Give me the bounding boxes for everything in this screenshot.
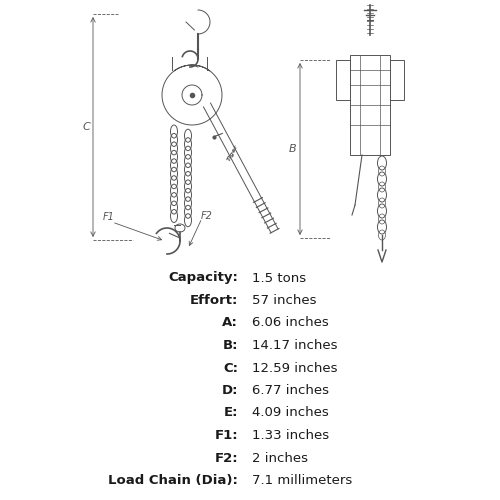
Text: C: C [82,122,90,132]
Text: 1.5 tons: 1.5 tons [252,272,306,284]
Text: A:: A: [222,316,238,330]
Text: 12.59 inches: 12.59 inches [252,362,338,374]
Text: F2: F2 [201,211,213,221]
Text: E:: E: [224,406,238,420]
Text: Effort:: Effort: [190,294,238,307]
Text: C:: C: [223,362,238,374]
Text: B:: B: [222,339,238,352]
Text: 14.17 inches: 14.17 inches [252,339,338,352]
Bar [336,60,350,100]
Bar [390,60,404,100]
Text: F2:: F2: [214,452,238,464]
Text: 57 inches: 57 inches [252,294,316,307]
Text: Capacity:: Capacity: [168,272,238,284]
Text: F1:: F1: [214,429,238,442]
Text: 6.77 inches: 6.77 inches [252,384,329,397]
Text: B: B [289,144,297,154]
Text: 1.33 inches: 1.33 inches [252,429,329,442]
Text: Tiger: Tiger [226,144,239,162]
Text: 2 inches: 2 inches [252,452,308,464]
Text: 7.1 millimeters: 7.1 millimeters [252,474,352,487]
Text: D:: D: [222,384,238,397]
Text: 6.06 inches: 6.06 inches [252,316,329,330]
Text: F1: F1 [103,212,115,222]
Text: Load Chain (Dia):: Load Chain (Dia): [108,474,238,487]
Bar [350,55,390,155]
Text: 4.09 inches: 4.09 inches [252,406,329,420]
